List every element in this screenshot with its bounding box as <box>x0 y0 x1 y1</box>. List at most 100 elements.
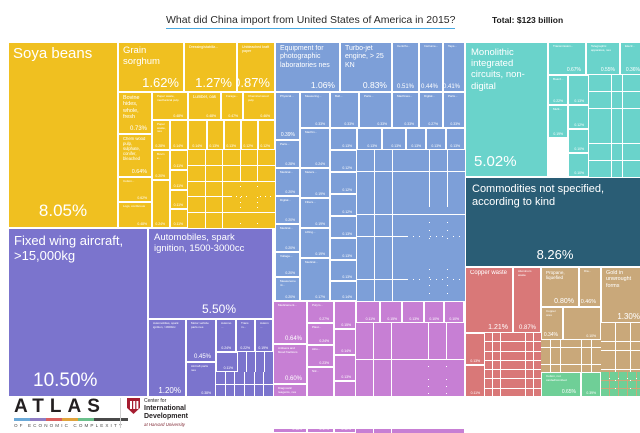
treemap-cell-centrifuge[interactable]: Centrifu... 0.51% <box>392 42 419 92</box>
treemap-cell-y3[interactable]: 0.13% <box>207 120 224 150</box>
treemap-cell-m12[interactable]: 0.10% <box>444 301 464 323</box>
treemap-cell-lifting[interactable]: Lifting... 0.19% <box>300 228 330 258</box>
treemap-cell-b13[interactable]: 0.14% <box>330 281 357 301</box>
treemap-cell-machin-blue[interactable]: Machin... 0.24% <box>300 128 330 168</box>
treemap-cell-m9[interactable]: 0.15% <box>380 301 402 323</box>
treemap-cell-transmission[interactable]: Transmission... 0.67% <box>548 42 586 75</box>
treemap-cell-meters[interactable]: Meters... 0.19% <box>300 168 330 198</box>
treemap-cell-g1[interactable]: 0.10% <box>563 307 601 340</box>
treemap-cell-gold-unwrought[interactable]: Gold in unwrought forms 1.30% <box>601 267 640 323</box>
treemap-cell-y4[interactable]: 0.13% <box>224 120 241 150</box>
treemap-cell-b9[interactable]: 0.12% <box>330 194 357 216</box>
treemap-cell-medicament[interactable]: Medicament... 0.64% <box>273 301 307 344</box>
treemap-cell-r2[interactable]: 0.11% <box>465 365 485 397</box>
treemap-cell-y2[interactable]: 0.14% <box>188 120 207 150</box>
treemap-cell-y9[interactable]: 0.11% <box>170 190 188 209</box>
treemap-cell-cotton-not-carded[interactable]: Cotton, not carded/combed 0.65% <box>541 372 581 397</box>
atlas-logo[interactable]: ATLAS OF ECONOMIC COMPLEXITY <box>14 397 128 428</box>
treemap-cell-paper-waste-mech[interactable]: Paper waste, mechanical pulp 0.48% <box>152 92 188 120</box>
treemap-cell-soya-beans[interactable]: Soya beans 8.05% <box>8 42 118 228</box>
treemap-cell-c2[interactable]: 0.12% <box>568 105 589 129</box>
treemap-cell-commodities-not-specified[interactable]: Commodities not specified, according to … <box>465 177 640 267</box>
treemap-cell-b8[interactable]: 0.12% <box>330 172 357 194</box>
treemap-cell-digital-blue[interactable]: Digital... 0.27% <box>419 92 443 128</box>
treemap-cell-b11[interactable]: 0.13% <box>330 238 357 260</box>
treemap-cell-propane-liquefied[interactable]: Propane, liquefied 0.80% <box>541 267 579 307</box>
treemap-cell-y7[interactable]: 0.11% <box>170 150 188 170</box>
treemap-cell-measuring[interactable]: Measuring... 0.33% <box>300 92 330 128</box>
treemap-cell-plast[interactable]: Plast... 0.24% <box>307 323 334 345</box>
treemap-cell-y6[interactable]: 0.12% <box>258 120 275 150</box>
treemap-cell-medical-blue-4[interactable]: Medical... 0.17% <box>300 258 330 301</box>
treemap-cell-y10[interactable]: 0.11% <box>170 209 188 228</box>
treemap-cell-paper-small[interactable]: 0.24% <box>152 180 170 228</box>
treemap-cell-motor-vehicle-parts[interactable]: Motor vehicle parts nes 0.45% <box>186 319 216 362</box>
treemap-cell-unbleached-kraft-paper[interactable]: Unbleached kraft paper 0.87% <box>237 42 275 92</box>
treemap-cell-polym-top[interactable]: Polym... 0.27% <box>307 301 334 323</box>
treemap-cell-parts-blue[interactable]: Parts... 0.33% <box>359 92 392 128</box>
treemap-cell-bovine-hides[interactable]: Bovine hides, whole, fresh 0.73% <box>118 92 152 134</box>
treemap-cell-y8[interactable]: 0.11% <box>170 170 188 190</box>
treemap-cell-alco[interactable]: Alco... 0.23% <box>307 345 334 367</box>
treemap-cell-b1[interactable]: 0.13% <box>330 128 357 150</box>
treemap-cell-voltage[interactable]: Voltage... 0.20% <box>275 252 300 277</box>
treemap-cell-b2[interactable]: 0.13% <box>357 128 382 150</box>
treemap-cell-medical-blue[interactable]: Medical... 0.20% <box>275 168 300 196</box>
treemap-cell-automo[interactable]: Automo... 0.24% <box>216 319 236 352</box>
treemap-cell-photo-lab-equipment[interactable]: Equipment for photographic laboratories … <box>275 42 340 92</box>
treemap-cell-c3[interactable]: 0.10% <box>568 129 589 153</box>
treemap-cell-lumber-oak[interactable]: Lumber, oak 0.48% <box>188 92 221 120</box>
treemap-cell-b5[interactable]: 0.13% <box>426 128 446 150</box>
treemap-cell-dressing-stabilizer[interactable]: Dressing/stabiliz... 1.27% <box>184 42 237 92</box>
treemap-cell-chem-wood-pulp[interactable]: Chem wood pulp, sulphate, conifer, bleac… <box>118 134 152 177</box>
treemap-cell-p1[interactable]: 0.11% <box>216 352 238 372</box>
treemap-cell-fixed-wing-aircraft[interactable]: Fixed wing aircraft, >15,000kg 10.50% <box>8 228 148 397</box>
treemap-cell-b7[interactable]: 0.12% <box>330 150 357 172</box>
treemap-cell-m5[interactable]: 0.13% <box>334 355 356 381</box>
treemap-cell-measurement[interactable]: Measurement... 0.20% <box>275 277 300 301</box>
treemap-cell-automobiles-1500-3000cc[interactable]: Automobiles, spark ignition, 1500-3000cc… <box>148 228 273 319</box>
treemap-cell-monolithic-integrated-circuits[interactable]: Monolithic integrated circuits, non-digi… <box>465 42 548 177</box>
treemap-cell-y1[interactable]: 0.14% <box>170 120 188 150</box>
treemap-cell-b3[interactable]: 0.13% <box>382 128 406 150</box>
treemap-cell-chemical-wood-pulp[interactable]: Chemical wood pulp 0.46% <box>243 92 275 120</box>
treemap-cell-grain-sorghum[interactable]: Grain sorghum 1.62% <box>118 42 184 92</box>
treemap-cell-logs-coniferous[interactable]: Logs, coniferous 0.48% <box>118 202 152 228</box>
treemap-cell-r1[interactable]: 0.13% <box>465 333 485 365</box>
treemap-cell-bovine-2[interactable]: Bovine... 0.20% <box>152 150 170 180</box>
treemap-cell-automobiles-3000cc[interactable]: Automobiles, spark ignition, >3000cc 1.2… <box>148 319 186 397</box>
treemap-cell-forage[interactable]: Forage... 0.47% <box>221 92 243 120</box>
treemap-cell-transm[interactable]: Transm... 0.22% <box>236 319 255 352</box>
treemap-cell-ball[interactable]: Ball... 0.33% <box>330 92 359 128</box>
treemap-cell-medical-blue-3[interactable]: Medical... 0.20% <box>275 224 300 252</box>
treemap-cell-multi[interactable]: Multi... 0.19% <box>548 105 568 138</box>
cid-logo[interactable]: Center for International Development at … <box>120 398 188 428</box>
treemap-cell-parts-blue-2[interactable]: Parts... 0.33% <box>443 92 465 128</box>
treemap-cell-electr[interactable]: Electr... 0.36% <box>620 42 640 75</box>
treemap-cell-machines[interactable]: Machines... 0.33% <box>392 92 419 128</box>
treemap-cell-telegraphic-apparatus[interactable]: Telegraphic apparatus, nes 0.55% <box>586 42 620 75</box>
treemap-cell-b10[interactable]: 0.13% <box>330 216 357 238</box>
treemap-cell-m10[interactable]: 0.13% <box>402 301 424 323</box>
treemap-cell-copper-ores[interactable]: Copper ores 0.34% <box>541 307 563 340</box>
treemap-cell-m8[interactable]: 0.11% <box>356 301 380 323</box>
treemap-cell-parts-blue-3[interactable]: Parts... 0.28% <box>275 140 300 168</box>
treemap-cell-dia[interactable]: Dia... 0.46% <box>579 267 601 307</box>
treemap-cell-b12[interactable]: 0.13% <box>330 260 357 281</box>
treemap-cell-c4[interactable]: 0.10% <box>568 153 589 177</box>
treemap-cell-m3[interactable]: 0.15% <box>334 301 356 329</box>
treemap-cell-digital-blue-2[interactable]: Digital... 0.20% <box>275 196 300 224</box>
treemap-cell-cotton-yellow[interactable]: Cotton... 0.62% <box>118 177 152 202</box>
treemap-cell-c1[interactable]: 0.13% <box>568 75 589 105</box>
treemap-cell-taps[interactable]: Taps... 0.41% <box>443 42 465 92</box>
treemap-cell-paper-waste-nes[interactable]: Paper waste, nes 0.28% <box>152 120 170 150</box>
treemap-cell-board[interactable]: Board... 0.22% <box>548 75 568 105</box>
treemap-cell-b4[interactable]: 0.13% <box>406 128 426 150</box>
treemap-cell-turbojet-engine[interactable]: Turbo-jet engine, > 25 KN 0.83% <box>340 42 392 92</box>
treemap-cell-textile[interactable]: 0.39% <box>581 372 601 397</box>
treemap-cell-autom-2[interactable]: Autom... 0.19% <box>255 319 273 352</box>
treemap-cell-aluminum-waste[interactable]: Aluminum waste 0.87% <box>513 267 541 333</box>
treemap-cell-b6[interactable]: 0.13% <box>446 128 465 150</box>
treemap-cell-y5[interactable]: 0.12% <box>241 120 258 150</box>
treemap-cell-physical[interactable]: Physical... 0.39% <box>275 92 300 140</box>
